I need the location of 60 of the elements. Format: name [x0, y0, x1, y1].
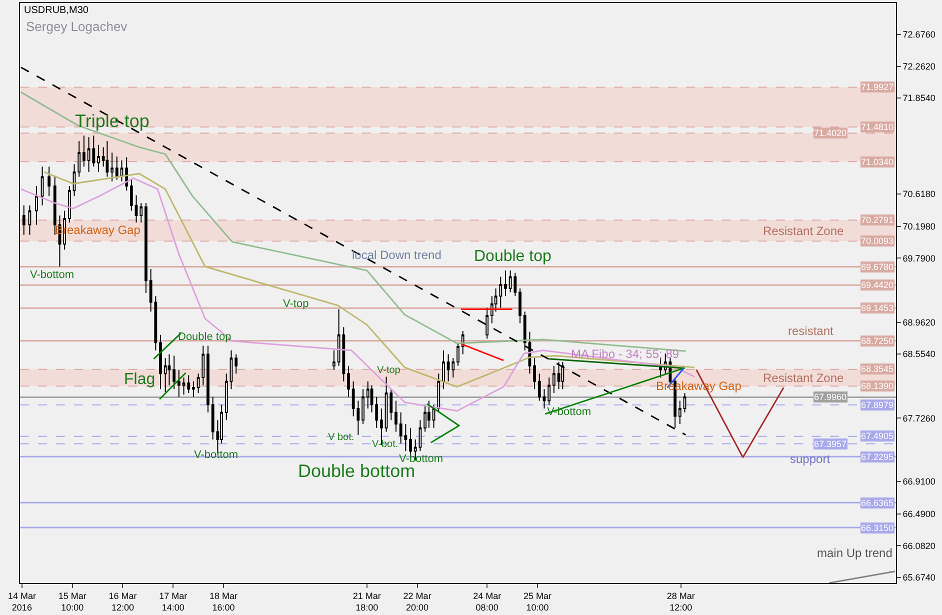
ref-line-label: 70.2791: [861, 215, 894, 225]
x-tick-label: 14 Mar 2016: [8, 590, 36, 612]
ref-line-label: 67.4905: [861, 431, 894, 441]
ref-line-label: 71.9927: [861, 82, 894, 92]
chart-title: USDRUB,M30: [24, 5, 89, 16]
y-tick-label: 71.8540: [902, 93, 936, 104]
ref-line-label: 67.8979: [861, 400, 894, 410]
y-tick-label: 68.9620: [902, 317, 936, 328]
ref-line-label: 71.0340: [861, 157, 894, 167]
y-tick-label: 68.5540: [902, 349, 936, 360]
y-tick-label: 70.1980: [902, 222, 936, 232]
y-tick-label: 66.9100: [902, 476, 936, 487]
annotation: V bot.: [328, 432, 354, 443]
band-label: Resistant Zone: [763, 371, 844, 385]
ref-line-label: 67.2295: [861, 452, 894, 462]
y-tick-label: 69.7900: [902, 253, 936, 264]
annotation: V-bottom: [30, 269, 74, 281]
annotation: V-top: [377, 365, 401, 376]
x-tick-label: 24 Mar 08:00: [473, 590, 502, 612]
y-tick-label: 70.6180: [902, 189, 936, 200]
y-tick-label: 66.4900: [902, 509, 936, 520]
x-tick-label: 21 Mar 18:00: [352, 590, 381, 612]
x-tick-label: 15 Mar 10:00: [58, 590, 86, 612]
y-tick-label: 66.0820: [902, 540, 936, 551]
annotation: Sergey Logachev: [26, 19, 128, 34]
ref-line-label: 67.3957: [814, 439, 847, 449]
annotation: local Down trend: [352, 248, 442, 262]
ref-line-label: 69.6780: [861, 262, 894, 272]
y-tick-label: 65.6740: [902, 572, 936, 582]
ref-line-label: 68.7250: [861, 336, 894, 346]
ref-line-label: 66.3150: [861, 523, 894, 533]
ref-line-label: 66.6365: [861, 498, 894, 508]
annotation: V-bottom: [547, 406, 592, 418]
annotation: V-bot.: [372, 439, 398, 450]
x-tick-label: 25 Mar 10:00: [523, 590, 552, 612]
x-tick-label: 17 Mar 14:00: [159, 590, 188, 612]
ref-line-label: 69.4420: [861, 280, 894, 290]
x-tick-label: 16 Mar 12:00: [108, 590, 137, 612]
ref-line-label: 71.4810: [861, 122, 894, 132]
x-tick-label: 28 Mar 12:00: [666, 590, 695, 612]
annotation: Double top: [178, 331, 232, 343]
ref-line-label: 67.9960: [814, 392, 847, 402]
annotation: V-bottom: [194, 449, 238, 461]
y-tick-label: 67.7260: [902, 413, 936, 424]
ref-line-label: 69.1453: [861, 303, 894, 313]
y-tick-label: 72.2620: [902, 62, 936, 72]
annotation: main Up trend: [817, 546, 892, 560]
annotation: Triple top: [75, 111, 150, 131]
ref-line-label: 71.4020: [814, 128, 847, 138]
x-tick-label: 18 Mar 16:00: [209, 590, 238, 612]
band-label: Resistant Zone: [763, 224, 844, 238]
annotation: Double top: [474, 248, 552, 265]
y-tick-label: 72.6760: [902, 29, 936, 40]
ref-line-label: 70.0093: [861, 236, 894, 246]
annotation: Flag: [124, 371, 156, 388]
annotation: resistant: [788, 324, 834, 338]
annotation: V-top: [283, 298, 309, 310]
ref-line-label: 68.3545: [861, 364, 894, 374]
x-tick-label: 22 Mar 20:00: [403, 590, 432, 612]
ref-line-label: 68.1390: [861, 381, 894, 391]
